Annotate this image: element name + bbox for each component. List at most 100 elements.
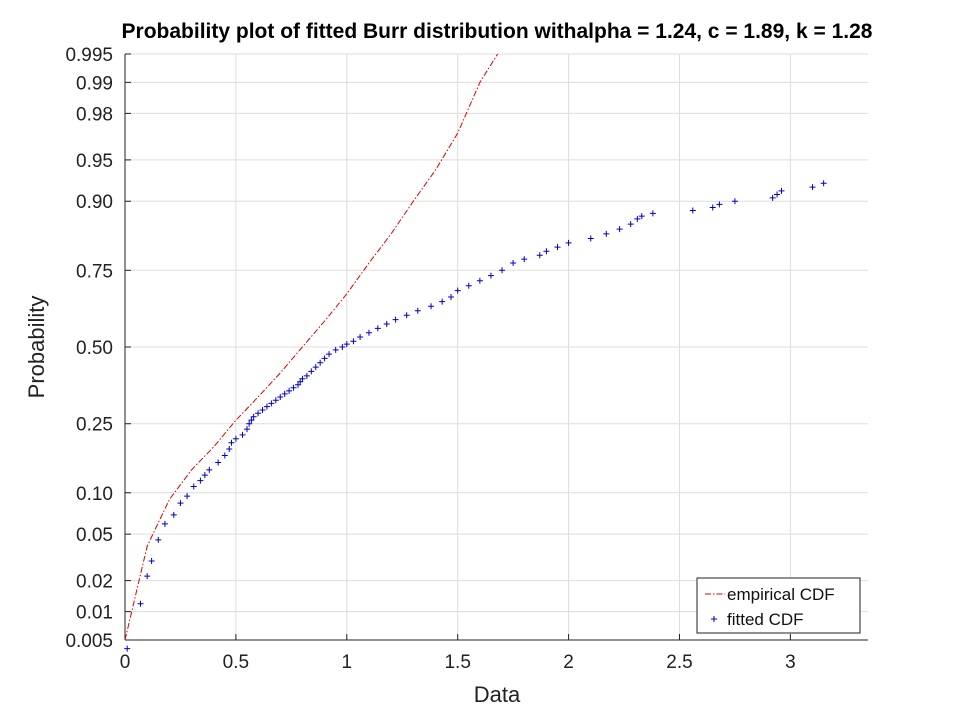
fitted-cdf-point — [392, 316, 399, 323]
x-tick-label: 2 — [563, 652, 574, 673]
y-tick-label: 0.995 — [65, 45, 113, 66]
empirical-cdf-line — [124, 53, 499, 641]
fitted-cdf-point — [148, 557, 155, 564]
x-tick-label: 2.5 — [666, 652, 692, 673]
fitted-cdf-point — [246, 420, 253, 427]
fitted-cdf-point — [190, 483, 197, 490]
x-tick-label: 0.5 — [223, 652, 249, 673]
series-layer — [124, 53, 827, 652]
y-tick-label: 0.10 — [76, 484, 113, 505]
fitted-cdf-point — [731, 198, 738, 205]
y-tick-label: 0.25 — [76, 415, 113, 436]
fitted-cdf-point — [268, 400, 275, 407]
fitted-cdf-point — [465, 282, 472, 289]
fitted-cdf-point — [634, 215, 641, 222]
y-tick-label: 0.98 — [76, 104, 113, 125]
fitted-cdf-point — [312, 364, 319, 371]
fitted-cdf-point — [454, 287, 461, 294]
fitted-cdf-point — [716, 201, 723, 208]
fitted-cdf-point — [343, 341, 350, 348]
fitted-cdf-point — [184, 493, 191, 500]
fitted-cdf-point — [248, 417, 255, 424]
fitted-cdf-point — [308, 368, 315, 375]
fitted-cdf-point — [616, 226, 623, 233]
fitted-cdf-point — [177, 500, 184, 507]
fitted-cdf-point — [290, 384, 297, 391]
fitted-cdf-point — [414, 307, 421, 314]
fitted-cdf-point — [809, 184, 816, 191]
y-axis-label: Probability — [24, 296, 49, 399]
fitted-cdf-point — [499, 267, 506, 274]
fitted-cdf-point — [565, 239, 572, 246]
fitted-cdf-point — [161, 520, 168, 527]
fitted-cdf-point — [521, 256, 528, 263]
y-tick-label: 0.95 — [76, 151, 113, 172]
fitted-cdf-point — [155, 536, 162, 543]
y-tick-label: 0.005 — [65, 631, 113, 652]
fitted-cdf-point — [339, 344, 346, 350]
y-tick-label: 0.05 — [76, 525, 113, 546]
fitted-cdf-point — [709, 204, 716, 211]
fitted-cdf-point — [689, 207, 696, 214]
y-tick-label: 0.75 — [76, 261, 113, 282]
fitted-cdf-point — [272, 397, 279, 404]
tick-labels: 0 0.5 1 1.5 2 2.5 3 0.005 0.01 0.02 0.05 0.10 0.25 0.… — [65, 45, 795, 673]
fitted-cdf-point — [201, 472, 208, 479]
fitted-cdf-point — [243, 426, 250, 433]
fitted-cdf-point — [277, 394, 284, 401]
fitted-cdf-point — [536, 252, 543, 259]
legend-box — [696, 577, 861, 634]
fitted-cdf-point — [232, 435, 239, 442]
fitted-cdf-point — [603, 230, 610, 237]
fitted-cdf-point — [774, 191, 781, 198]
fitted-cdf-point — [778, 187, 785, 194]
fitted-cdf-point — [317, 359, 324, 366]
fitted-cdf-point — [263, 403, 270, 410]
fitted-cdf-point — [403, 312, 410, 319]
grid-lines — [124, 53, 868, 641]
fitted-cdf-point — [510, 259, 517, 266]
fitted-cdf-point — [321, 355, 328, 362]
fitted-cdf-point — [124, 645, 131, 652]
fitted-cdf-point — [357, 334, 364, 341]
fitted-cdf-point — [638, 213, 645, 220]
legend-fitted-label: fitted CDF — [727, 610, 804, 629]
fitted-cdf-point — [769, 194, 776, 201]
legend: empirical CDF fitted CDF — [696, 577, 861, 634]
x-tick-label: 1.5 — [444, 652, 470, 673]
fitted-cdf-point — [448, 293, 455, 300]
fitted-cdf-point — [820, 180, 827, 187]
fitted-cdf-point — [350, 338, 357, 345]
fitted-cdf-point — [627, 221, 634, 228]
fitted-cdf-point — [365, 329, 372, 336]
fitted-cdf-point — [476, 277, 483, 284]
x-axis-label: Data — [474, 682, 521, 707]
chart-title: Probability plot of fitted Burr distribu… — [122, 20, 873, 43]
fitted-cdf-point — [299, 375, 306, 382]
fitted-cdf-point — [144, 573, 151, 580]
y-tick-label: 0.90 — [76, 192, 113, 213]
fitted-cdf-point — [286, 387, 293, 394]
fitted-cdf-point — [543, 248, 550, 255]
x-tick-label: 1 — [342, 652, 353, 673]
y-tick-label: 0.02 — [76, 572, 113, 593]
y-tick-label: 0.99 — [76, 73, 113, 94]
fitted-cdf-point — [137, 600, 144, 607]
fitted-cdf-point — [487, 272, 494, 279]
fitted-cdf-point — [239, 431, 246, 438]
fitted-cdf-point — [374, 325, 381, 332]
fitted-cdf-point — [226, 445, 233, 452]
fitted-cdf-point — [649, 210, 656, 217]
legend-fitted-swatch — [711, 616, 717, 622]
fitted-cdf-point — [281, 390, 288, 397]
legend-empirical-label: empirical CDF — [727, 585, 835, 604]
fitted-cdf-point — [215, 459, 222, 466]
y-tick-label: 0.01 — [76, 603, 113, 624]
fitted-cdf-point — [250, 413, 257, 420]
fitted-cdf-point — [206, 466, 213, 473]
fitted-cdf-point — [428, 303, 435, 310]
fitted-cdf-point — [221, 452, 228, 459]
fitted-cdf-point — [383, 321, 390, 328]
fitted-cdf-point — [332, 346, 339, 353]
